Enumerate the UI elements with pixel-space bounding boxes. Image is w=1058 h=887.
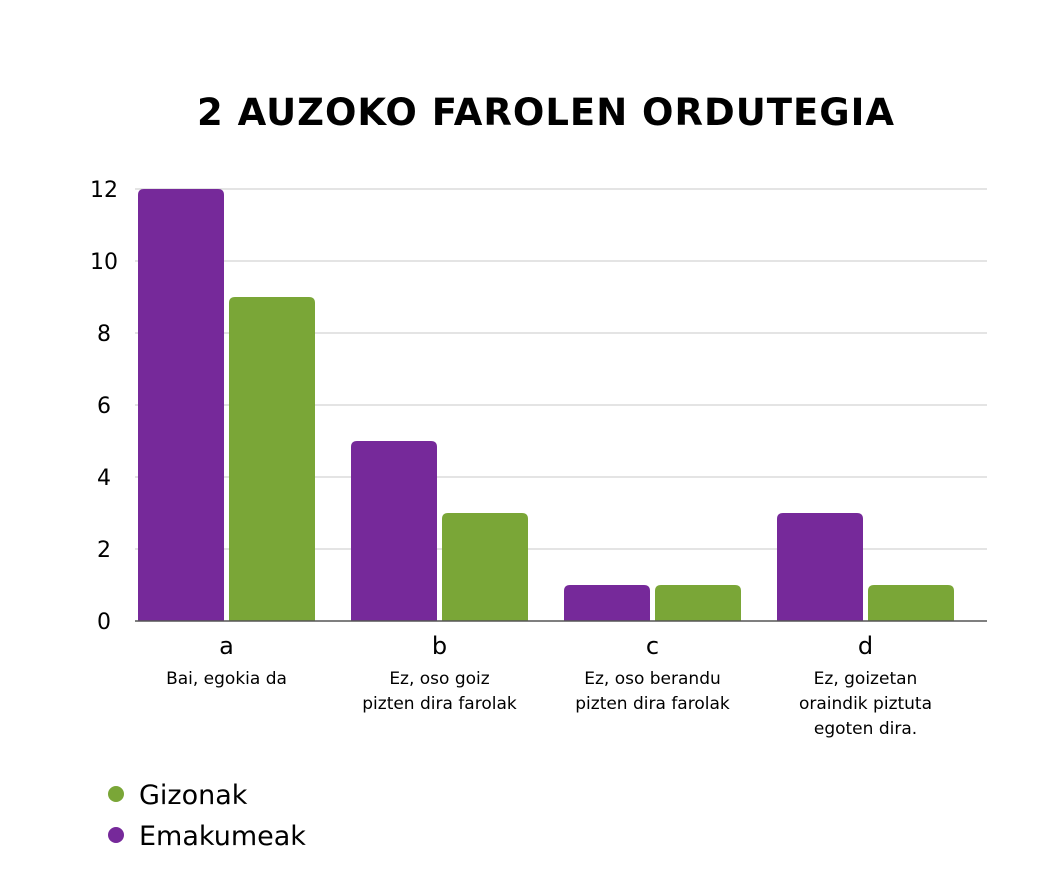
x-category-description: Ez, oso goiz — [389, 669, 489, 689]
y-tick-label: 4 — [97, 466, 111, 491]
y-tick-label: 6 — [97, 394, 111, 419]
y-tick-label: 0 — [97, 610, 111, 635]
x-category-description: egoten dira. — [814, 719, 917, 739]
bar-gizonak-a — [229, 297, 315, 621]
y-axis-ticks: 0 2 4 6 8 10 12 — [90, 178, 118, 635]
y-tick-label: 8 — [97, 322, 111, 347]
bar-gizonak-b — [442, 513, 528, 621]
legend-label-emakumeak: Emakumeak — [139, 821, 306, 852]
x-category-description: pizten dira farolak — [362, 694, 517, 714]
bar-gizonak-c — [655, 585, 741, 621]
bar-gizonak-d — [868, 585, 954, 621]
y-tick-label: 12 — [90, 178, 118, 203]
x-category-label: c — [646, 632, 659, 660]
x-category-label: a — [219, 632, 234, 660]
x-category-label: b — [432, 632, 447, 660]
chart-title: 2 AUZOKO FAROLEN ORDUTEGIA — [197, 91, 895, 134]
x-category-description: pizten dira farolak — [575, 694, 730, 714]
x-category-description: Ez, oso berandu — [584, 669, 721, 689]
legend-swatch-emakumeak — [108, 827, 124, 843]
x-category-description: Bai, egokia da — [166, 669, 287, 689]
x-category-description: Ez, goizetan — [814, 669, 918, 689]
x-category-label: d — [858, 632, 873, 660]
y-tick-label: 10 — [90, 250, 118, 275]
bars — [138, 189, 954, 621]
legend-swatch-gizonak — [108, 786, 124, 802]
bar-emakumeak-b — [351, 441, 437, 621]
legend: Gizonak Emakumeak — [108, 780, 306, 852]
x-axis-labels: a Bai, egokia da b Ez, oso goiz pizten dira … — [166, 632, 932, 739]
bar-emakumeak-d — [777, 513, 863, 621]
bar-emakumeak-a — [138, 189, 224, 621]
bar-emakumeak-c — [564, 585, 650, 621]
legend-label-gizonak: Gizonak — [139, 780, 248, 811]
x-category-description: oraindik piztuta — [799, 694, 932, 714]
y-tick-label: 2 — [97, 538, 111, 563]
